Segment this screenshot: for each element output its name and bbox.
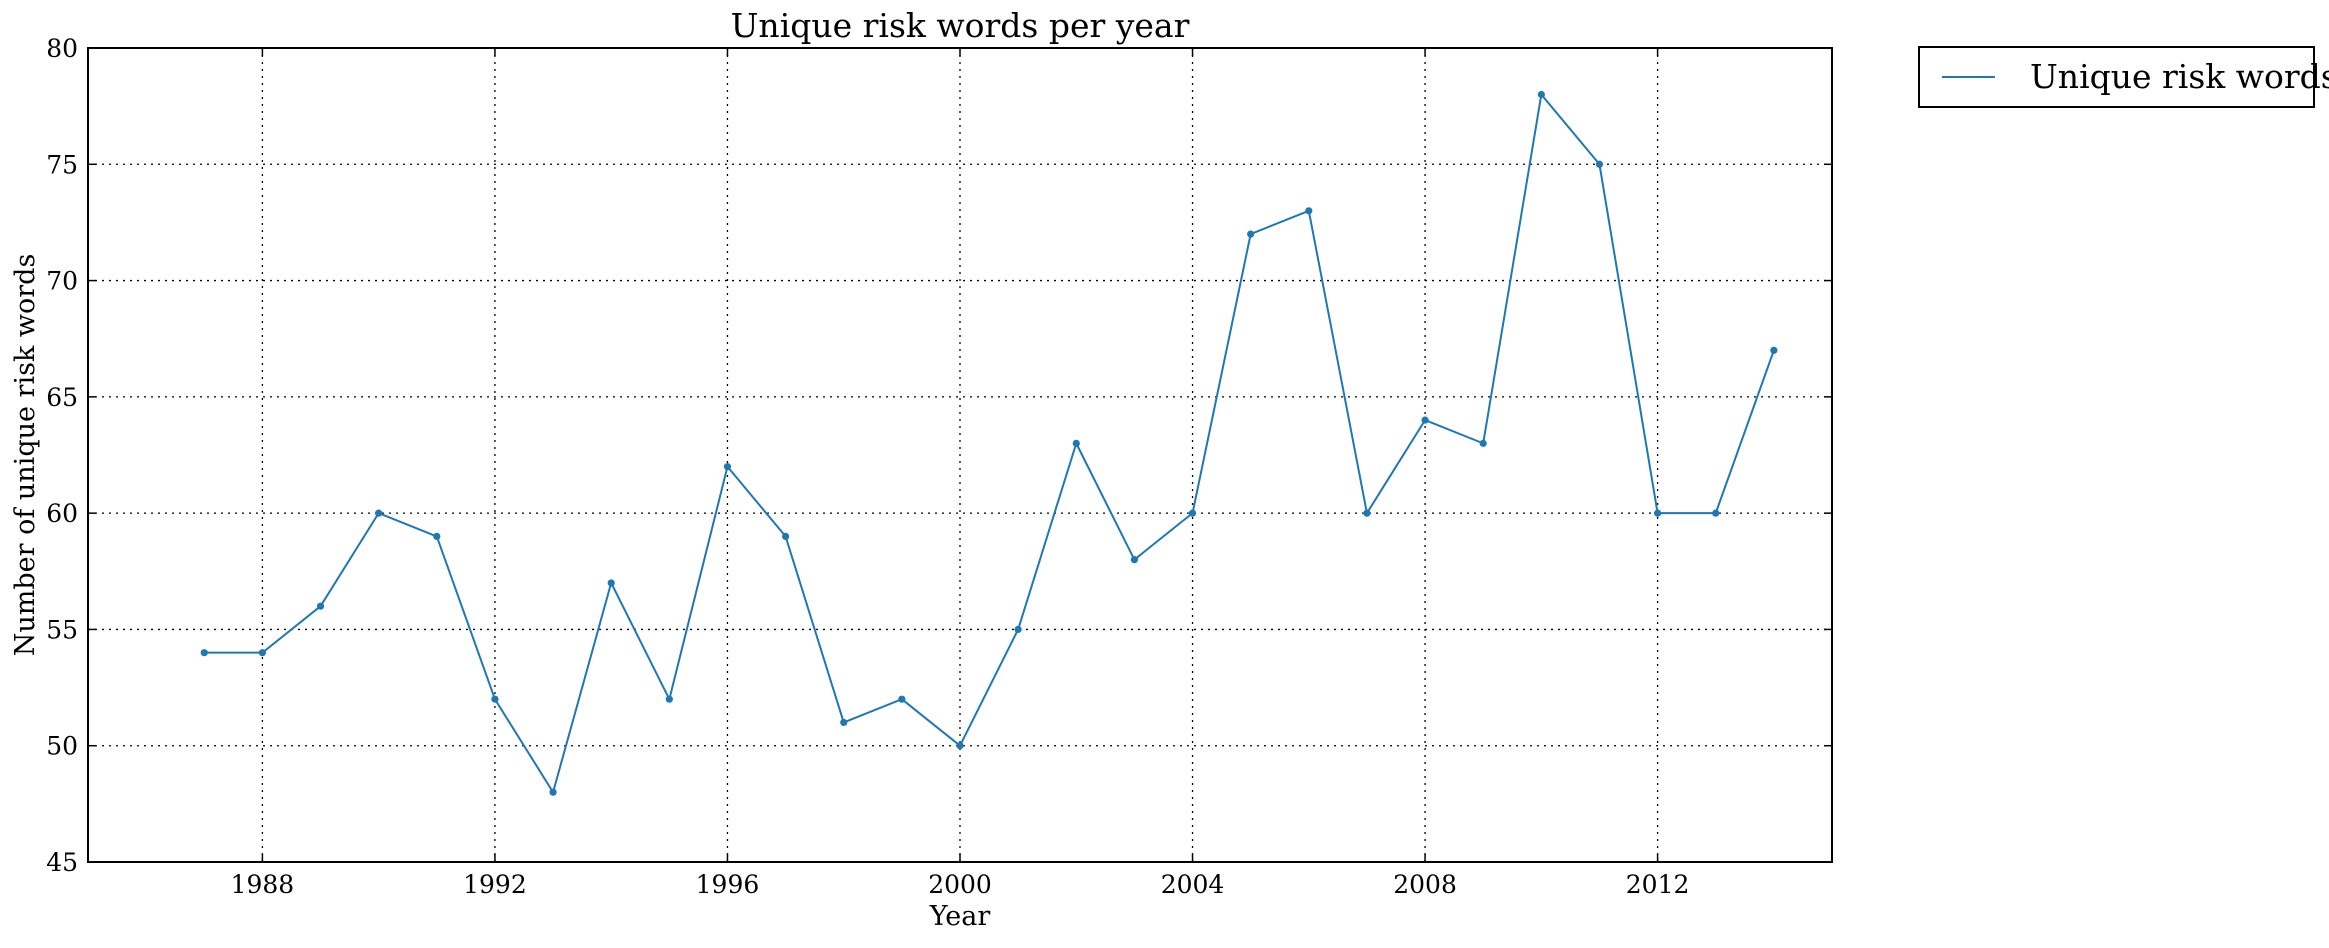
x-axis-tick-labels: 1988 1992 1996 2000 2004 2008 2012	[231, 870, 1690, 899]
data-point-2005	[1247, 230, 1255, 238]
y-tick-label-50: 50	[46, 732, 78, 761]
data-point-2011	[1595, 160, 1604, 168]
y-axis-tick-labels: 45 50 55 60 65 70 75 80	[46, 34, 78, 877]
data-point-1988	[258, 649, 266, 657]
x-tick-label-1992: 1992	[463, 870, 527, 899]
data-point-2010	[1537, 90, 1545, 99]
data-point-1993	[549, 788, 557, 796]
data-point-1998	[840, 718, 848, 727]
data-point-2012	[1654, 509, 1662, 517]
series-line-unique-risk-words	[204, 93, 1775, 794]
data-point-2007	[1363, 509, 1371, 517]
data-point-1995	[665, 695, 673, 703]
y-tick-label-60: 60	[46, 499, 78, 528]
grid-lines	[88, 48, 1832, 862]
data-point-2013	[1712, 509, 1720, 517]
y-tick-label-80: 80	[46, 34, 78, 63]
x-tick-label-2004: 2004	[1161, 870, 1225, 899]
data-point-2008	[1421, 416, 1429, 424]
data-point-2006	[1305, 207, 1313, 215]
legend: Unique risk words	[1918, 46, 2329, 108]
axis-ticks	[88, 47, 1832, 863]
data-point-1999	[898, 695, 906, 703]
x-tick-label-1996: 1996	[696, 870, 760, 899]
data-point-2003	[1130, 556, 1138, 564]
data-point-2001	[1014, 625, 1022, 634]
x-tick-label-2012: 2012	[1626, 870, 1690, 899]
data-point-2009	[1479, 439, 1487, 447]
x-axis-title: Year	[929, 901, 991, 932]
y-axis-title: Number of unique risk words	[10, 254, 41, 657]
data-point-1997	[782, 532, 790, 541]
data-point-2014	[1770, 346, 1778, 354]
y-tick-label-55: 55	[46, 615, 78, 644]
chart-title: Unique risk words per year	[731, 6, 1190, 45]
y-tick-label-45: 45	[46, 848, 78, 877]
data-point-1989	[316, 602, 325, 610]
x-tick-label-2000: 2000	[928, 870, 992, 899]
data-point-1990	[375, 509, 383, 517]
y-tick-label-75: 75	[46, 150, 78, 179]
data-point-1994	[607, 579, 615, 587]
data-point-1987	[200, 649, 208, 657]
data-point-1991	[433, 532, 441, 541]
data-point-1992	[491, 695, 499, 703]
data-point-2004	[1188, 509, 1197, 517]
data-point-2000	[956, 742, 964, 750]
y-tick-label-70: 70	[46, 267, 78, 296]
x-tick-label-2008: 2008	[1393, 870, 1457, 899]
data-point-2002	[1072, 439, 1080, 447]
legend-label-unique-risk-words: Unique risk words	[2030, 57, 2329, 96]
legend-box	[1918, 46, 2315, 108]
series-unique-risk-words	[200, 90, 1778, 796]
x-tick-label-1988: 1988	[231, 870, 295, 899]
data-point-1996	[723, 463, 732, 471]
y-tick-label-65: 65	[46, 383, 78, 412]
